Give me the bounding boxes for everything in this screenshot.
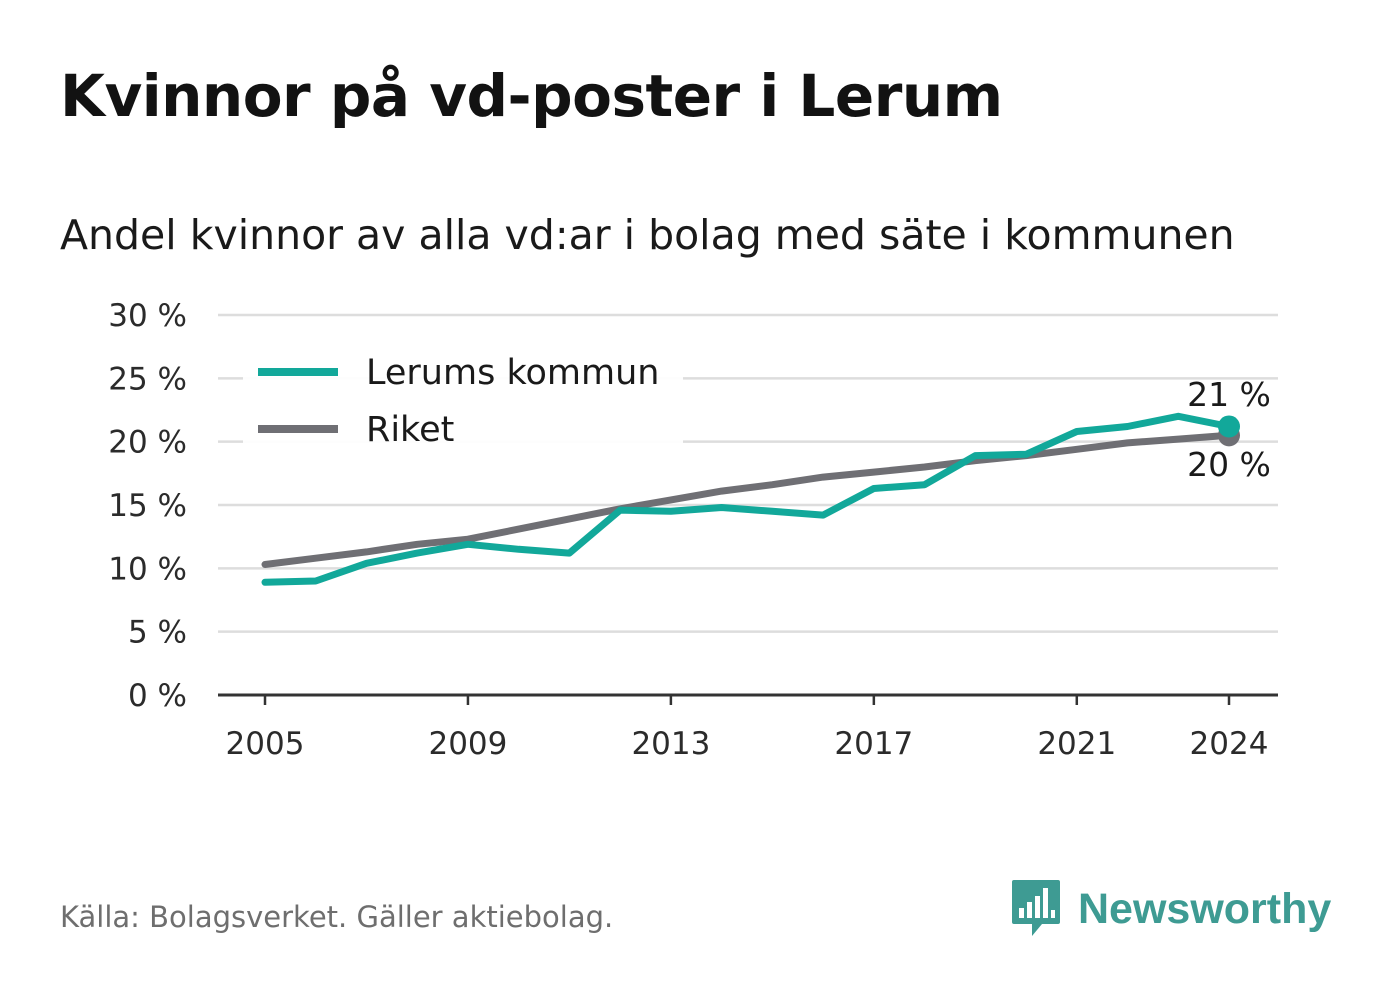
end-label-lerum: 21 % (1187, 375, 1271, 414)
line-chart: 0 %5 %10 %15 %20 %25 %30 % 2005 2009 2013 2… (108, 298, 1278, 762)
x-tick-label: 2017 (834, 726, 913, 762)
brand-name: Newsworthy (1078, 884, 1332, 933)
chart-title: Kvinnor på vd-poster i Lerum (60, 62, 1003, 130)
x-tick-label: 2021 (1037, 726, 1116, 762)
x-tick-label: 2009 (428, 726, 507, 762)
end-labels: 21 % 20 % (1187, 375, 1271, 484)
legend-background (243, 340, 683, 455)
x-axis-ticks: 2005 2009 2013 2017 2021 2024 (226, 695, 1269, 762)
series-end-point (1218, 415, 1240, 438)
legend-label: Lerums kommun (366, 353, 659, 393)
x-tick-label: 2013 (631, 726, 710, 762)
y-tick-label: 20 % (108, 425, 187, 461)
x-tick-label: 2005 (226, 726, 305, 762)
x-tick-label: 2024 (1190, 726, 1269, 762)
series-line (261, 431, 1233, 568)
bar-chart-speech-bubble-icon (1012, 880, 1060, 936)
y-tick-label: 25 % (108, 361, 187, 397)
legend: Lerums kommun Riket (243, 340, 683, 455)
y-tick-label: 30 % (108, 298, 187, 334)
end-label-riket: 20 % (1187, 445, 1271, 484)
source-note: Källa: Bolagsverket. Gäller aktiebolag. (60, 900, 614, 934)
brand: Newsworthy (1010, 878, 1331, 940)
y-axis-ticks: 0 % 5 % 10 % 15 % 20 % 25 % 30 % (108, 298, 187, 714)
y-tick-label: 10 % (108, 551, 187, 587)
series-lines (261, 412, 1240, 586)
legend-label: Riket (366, 410, 454, 450)
y-tick-label: 0 % (128, 678, 187, 714)
y-tick-label: 15 % (108, 488, 187, 524)
series-line (261, 412, 1233, 586)
y-tick-label: 5 % (128, 615, 187, 651)
chart-subtitle: Andel kvinnor av alla vd:ar i bolag med … (60, 211, 1235, 259)
